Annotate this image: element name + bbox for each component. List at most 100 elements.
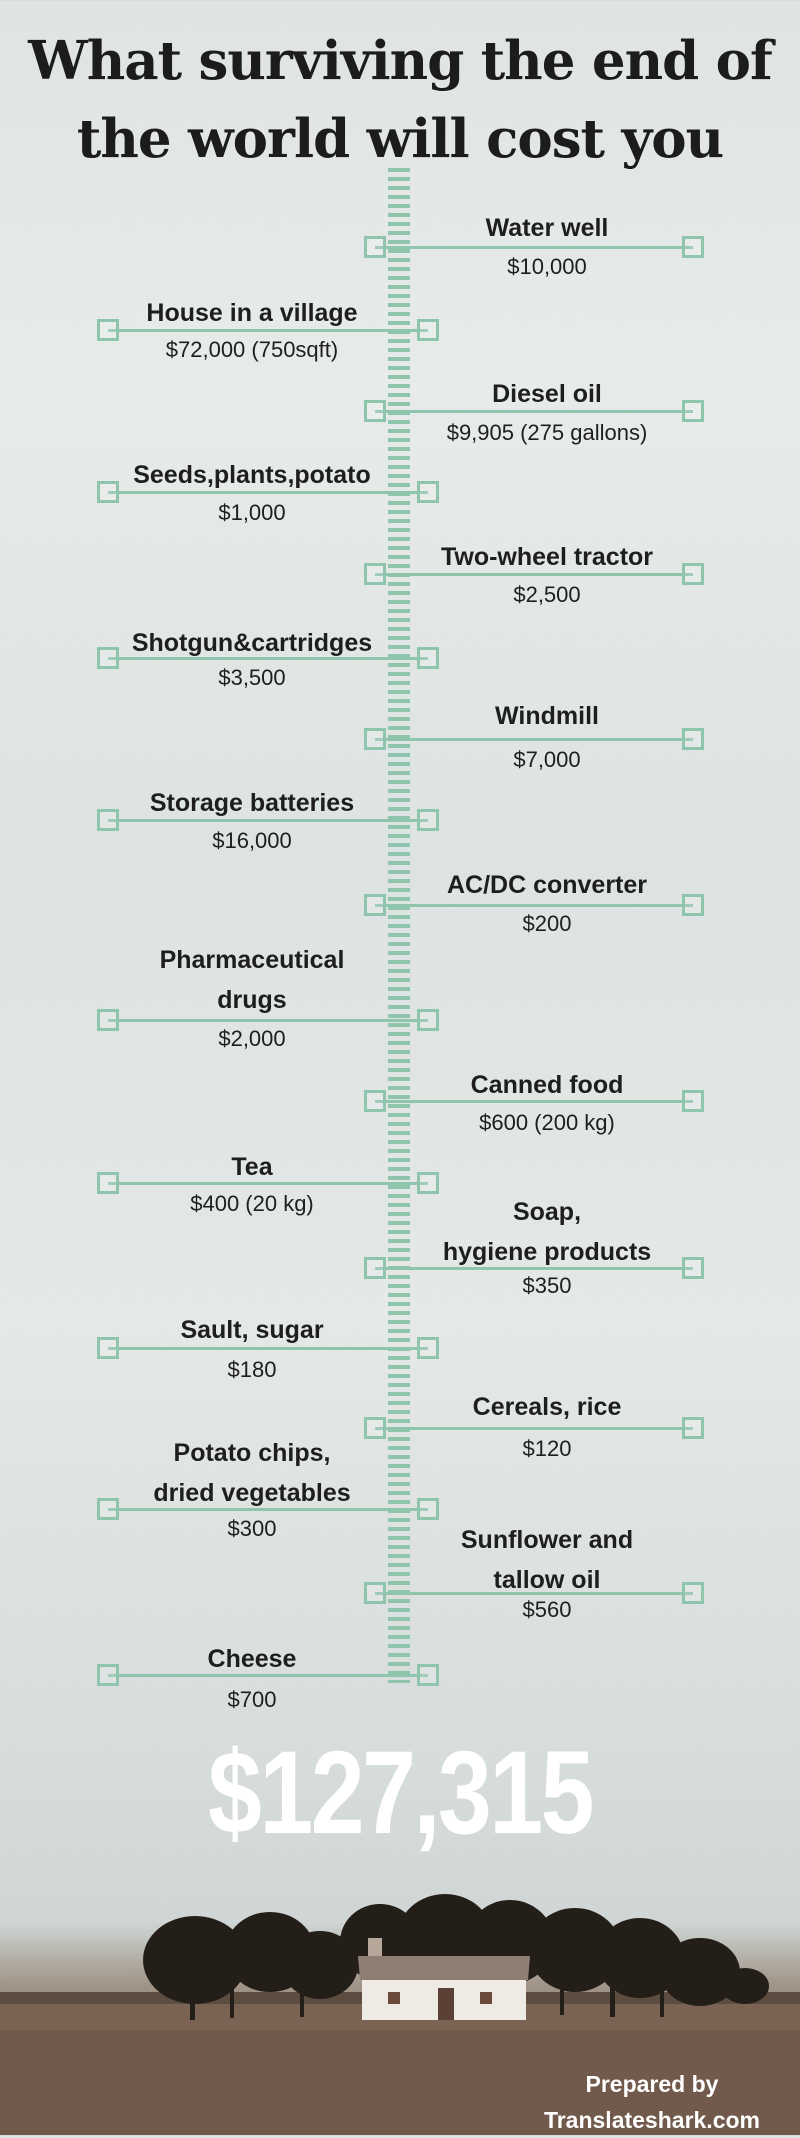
timeline-spine — [388, 168, 410, 1683]
item-price: $9,905 (275 gallons) — [446, 420, 648, 445]
connector-line — [108, 491, 428, 494]
item-label: Shotgun&cartridges — [131, 629, 373, 657]
connector-line — [108, 1347, 428, 1350]
connector-box-left — [364, 1257, 386, 1279]
item-label: Soap, — [512, 1198, 582, 1226]
connector-box-right — [417, 1009, 439, 1031]
connector-line — [108, 1182, 428, 1185]
connector-box-left — [364, 563, 386, 585]
item-label: Seeds,plants,potato — [133, 461, 371, 489]
connector-box-right — [417, 1172, 439, 1194]
item-price: $2,500 — [513, 582, 581, 607]
connector-box-right — [682, 236, 704, 258]
connector-box-right — [682, 400, 704, 422]
connector-box-right — [417, 647, 439, 669]
connector-line — [108, 1674, 428, 1677]
connector-box-left — [97, 1337, 119, 1359]
item-label: dried vegetables — [153, 1479, 351, 1507]
item-label: drugs — [217, 986, 287, 1014]
connector-line — [108, 329, 428, 332]
page-title: What surviving the end of the world will… — [0, 22, 800, 178]
connector-box-left — [97, 809, 119, 831]
item-label: Cheese — [207, 1645, 297, 1673]
connector-box-left — [97, 1009, 119, 1031]
connector-line — [108, 657, 428, 660]
item-price: $10,000 — [507, 254, 587, 279]
item-label: Canned food — [470, 1071, 624, 1099]
connector-box-right — [682, 728, 704, 750]
item-price: $600 (200 kg) — [479, 1110, 615, 1135]
connector-box-right — [417, 319, 439, 341]
connector-line — [375, 410, 693, 413]
farm-scene-illustration — [0, 1894, 800, 2135]
connector-box-left — [97, 1172, 119, 1194]
connector-box-left — [97, 481, 119, 503]
connector-line — [108, 819, 428, 822]
connector-line — [375, 904, 693, 907]
connector-box-right — [682, 1582, 704, 1604]
connector-line — [375, 1592, 693, 1595]
item-price: $300 — [227, 1516, 277, 1541]
connector-box-right — [682, 1257, 704, 1279]
item-label: hygiene products — [442, 1238, 652, 1266]
item-price: $16,000 — [212, 828, 292, 853]
connector-line — [108, 1019, 428, 1022]
connector-box-right — [682, 1090, 704, 1112]
connector-line — [375, 1100, 693, 1103]
item-price: $2,000 — [218, 1026, 286, 1051]
total-cost: $127,315 — [208, 1727, 594, 1859]
connector-box-right — [417, 481, 439, 503]
connector-box-right — [417, 1498, 439, 1520]
item-label: AC/DC converter — [446, 871, 648, 899]
item-price: $1,000 — [218, 500, 286, 525]
title-line-2: the world will cost you — [76, 108, 724, 170]
item-price: $72,000 (750sqft) — [165, 337, 339, 362]
item-price: $180 — [227, 1357, 277, 1382]
item-label: tallow oil — [493, 1566, 601, 1594]
item-label: Pharmaceutical — [159, 946, 345, 974]
item-price: $200 — [522, 911, 572, 936]
connector-box-left — [364, 894, 386, 916]
connector-box-right — [417, 809, 439, 831]
connector-box-left — [364, 400, 386, 422]
item-label: Sunflower and — [460, 1526, 634, 1554]
connector-box-right — [682, 563, 704, 585]
connector-box-left — [364, 1417, 386, 1439]
item-price: $400 (20 kg) — [190, 1191, 314, 1216]
connector-box-left — [364, 236, 386, 258]
connector-line — [375, 738, 693, 741]
connector-box-left — [97, 647, 119, 669]
item-label: Potato chips, — [173, 1439, 331, 1467]
item-price: $350 — [522, 1273, 572, 1298]
connector-box-left — [364, 1582, 386, 1604]
connector-box-left — [364, 728, 386, 750]
connector-box-left — [97, 1498, 119, 1520]
connector-line — [375, 1427, 693, 1430]
connector-box-left — [97, 319, 119, 341]
item-label: Sault, sugar — [180, 1316, 324, 1344]
item-label: Storage batteries — [149, 789, 355, 817]
item-label: House in a village — [146, 299, 358, 327]
connector-box-right — [417, 1664, 439, 1686]
item-label: Diesel oil — [492, 380, 602, 408]
connector-line — [375, 1267, 693, 1270]
item-label: Two-wheel tractor — [440, 543, 654, 571]
connector-box-right — [417, 1337, 439, 1359]
credit-prepared-by: Prepared by — [585, 2071, 719, 2097]
item-price: $7,000 — [513, 747, 581, 772]
house-icon — [358, 1938, 530, 2020]
connector-box-right — [682, 894, 704, 916]
connector-box-left — [364, 1090, 386, 1112]
item-label: Tea — [231, 1153, 273, 1181]
credit: Prepared by Translateshark.com — [544, 2066, 760, 2138]
item-label: Windmill — [495, 702, 599, 730]
connector-line — [375, 246, 693, 249]
title-line-1: What surviving the end of — [28, 30, 773, 92]
connector-line — [108, 1508, 428, 1511]
item-price: $560 — [522, 1597, 572, 1622]
connector-line — [375, 573, 693, 576]
item-price: $120 — [522, 1436, 572, 1461]
item-label: Water well — [485, 214, 609, 242]
connector-box-left — [97, 1664, 119, 1686]
item-price: $700 — [227, 1687, 277, 1712]
